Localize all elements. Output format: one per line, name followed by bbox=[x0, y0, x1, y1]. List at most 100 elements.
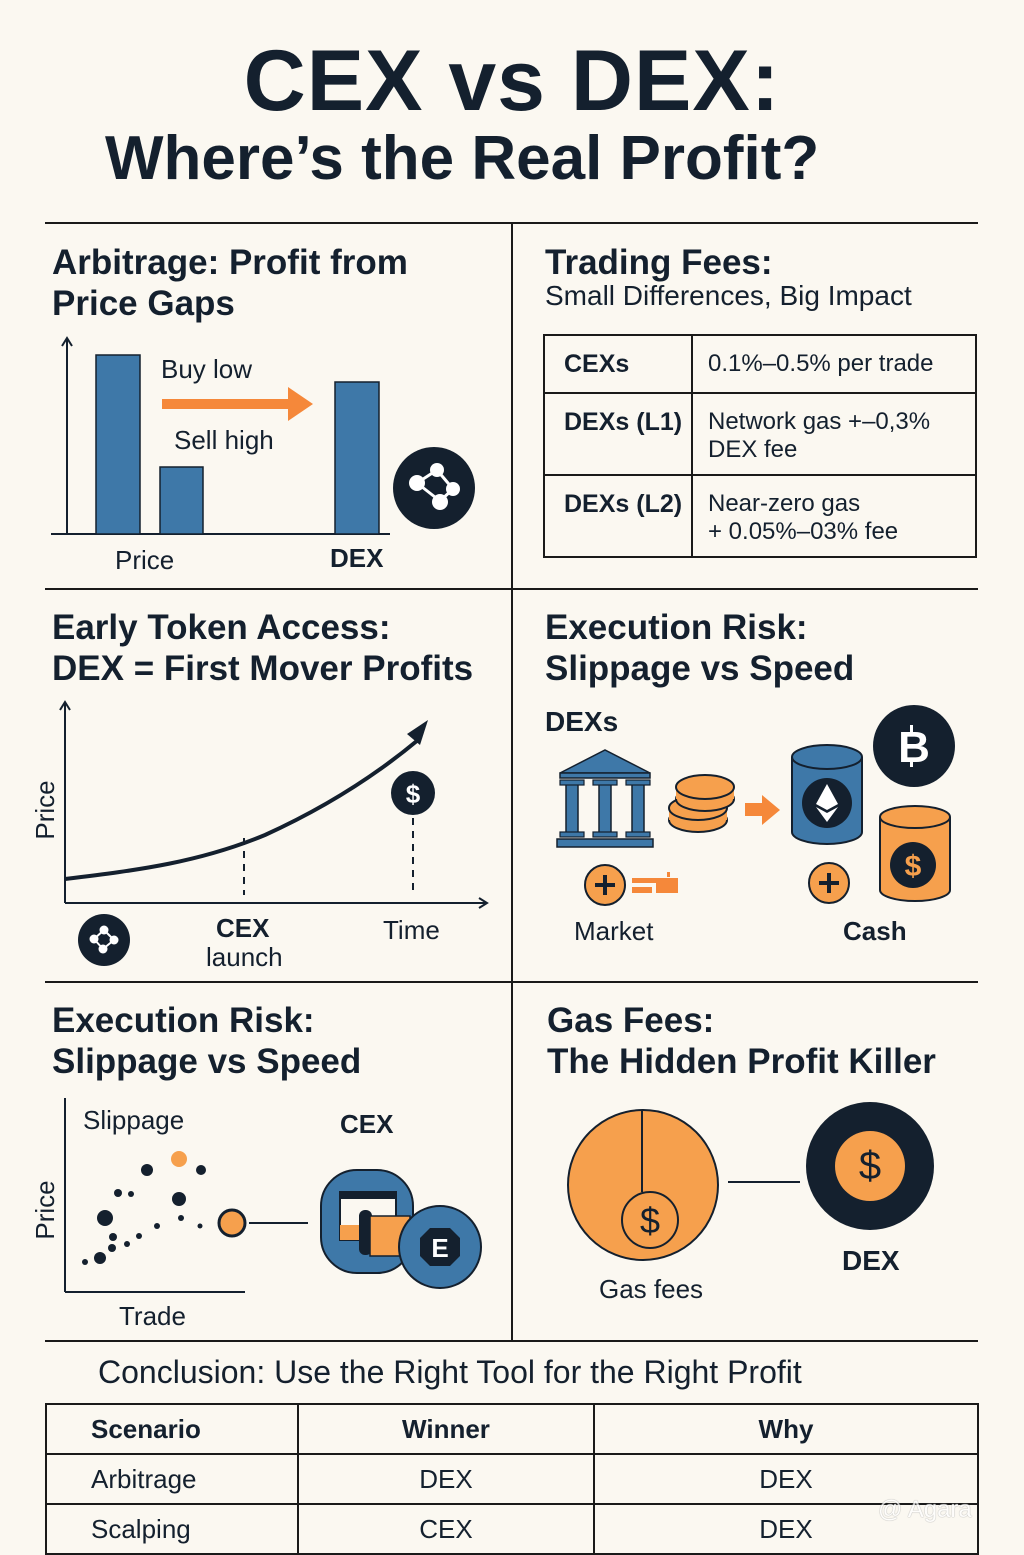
trade-label: Trade bbox=[119, 1301, 186, 1331]
arbitrage-diagram bbox=[51, 336, 475, 535]
bar-low bbox=[159, 466, 204, 535]
trading-fees-table: CEXs 0.1%–0.5% per trade DEXs (L1) Netwo… bbox=[543, 334, 977, 558]
early-access-title: Early Token Access: DEX = First Mover Pr… bbox=[52, 607, 473, 689]
arbitrage-x-label-price: Price bbox=[115, 545, 175, 575]
execution-risk-dex-illustration: B $ bbox=[556, 705, 955, 906]
scatter-point bbox=[108, 1244, 116, 1252]
fee-value-line1: Network gas +–0,3% bbox=[708, 408, 931, 435]
cash-label: Cash bbox=[843, 916, 907, 946]
fee-row: CEXs 0.1%–0.5% per trade bbox=[543, 334, 977, 394]
trading-fees-title: Trading Fees: bbox=[545, 243, 773, 282]
gas-fees-title-line1: Gas Fees: bbox=[547, 1001, 715, 1040]
fee-value-line1: 0.1%–0.5% per trade bbox=[708, 350, 934, 377]
y-axis-arrowhead bbox=[61, 336, 73, 347]
gas-fees-title: Gas Fees: The Hidden Profit Killer bbox=[547, 1000, 936, 1082]
svg-text:$: $ bbox=[406, 779, 421, 809]
early-access-y-label: Price bbox=[30, 780, 60, 839]
scatter-point bbox=[136, 1233, 142, 1239]
page-subtitle: Where’s the Real Profit? bbox=[105, 124, 820, 193]
y-axis-arrowhead bbox=[59, 700, 71, 711]
gas-fees-title-line2: The Hidden Profit Killer bbox=[547, 1042, 936, 1081]
fee-row: DEXs (L2) Near-zero gas + 0.05%–03% fee bbox=[543, 474, 977, 558]
fee-row: DEXs (L1) Network gas +–0,3% DEX fee bbox=[543, 392, 977, 476]
scatter-point bbox=[141, 1164, 153, 1176]
page-title: CEX vs DEX: bbox=[243, 33, 781, 129]
watermark: @ Agara bbox=[878, 1496, 972, 1523]
scatter-point bbox=[94, 1252, 106, 1264]
cex-label: CEX bbox=[340, 1109, 394, 1139]
trading-fees-subtitle: Small Differences, Big Impact bbox=[545, 280, 912, 311]
svg-text:E: E bbox=[431, 1233, 448, 1263]
scatter-point bbox=[109, 1233, 117, 1241]
fee-venue: DEXs (L2) bbox=[543, 474, 693, 558]
highlighted-trade-point bbox=[217, 1208, 247, 1238]
execution-risk-cex-title: Execution Risk: Slippage vs Speed bbox=[52, 1000, 361, 1082]
fee-value: Network gas +–0,3% DEX fee bbox=[691, 392, 977, 476]
scatter-point bbox=[82, 1259, 88, 1265]
ethereum-can-icon bbox=[791, 744, 863, 845]
gas-fees-label: Gas fees bbox=[599, 1274, 704, 1304]
header-scenario: Scenario bbox=[45, 1403, 299, 1455]
dollar-coin-icon: $ bbox=[806, 1102, 934, 1230]
scatter-point bbox=[171, 1151, 187, 1167]
scatter-points bbox=[82, 1151, 247, 1265]
arrow-right-icon bbox=[745, 795, 780, 825]
gas-dex-label: DEX bbox=[842, 1245, 900, 1276]
dollar-coin-icon: $ bbox=[391, 771, 435, 815]
execution-risk-cex-title-line1: Execution Risk: bbox=[52, 1001, 315, 1040]
bitcoin-icon: B bbox=[873, 705, 955, 787]
svg-text:$: $ bbox=[640, 1200, 660, 1241]
early-access-x-label: Time bbox=[383, 915, 440, 945]
divider-row3 bbox=[45, 1340, 978, 1342]
execution-risk-dex-title: Execution Risk: Slippage vs Speed bbox=[545, 607, 854, 689]
conclusion-title: Conclusion: Use the Right Tool for the R… bbox=[98, 1354, 802, 1390]
cex-launch-label-line1: CEX bbox=[216, 913, 270, 943]
arrow-right-icon bbox=[288, 387, 313, 421]
scatter-point bbox=[196, 1165, 206, 1175]
plus-icon bbox=[808, 862, 850, 904]
arbitrage-title-line2: Price Gaps bbox=[52, 284, 235, 323]
scatter-point bbox=[172, 1192, 186, 1206]
scatter-point bbox=[114, 1189, 122, 1197]
bar-cex-high bbox=[95, 354, 141, 535]
table-row: Arbitrage DEX DEX bbox=[45, 1453, 979, 1505]
early-access-chart: $ Price bbox=[30, 700, 489, 966]
bar-dex bbox=[334, 381, 380, 535]
coin-stack-icon bbox=[668, 774, 735, 833]
header-why: Why bbox=[593, 1403, 979, 1455]
exchange-app-icon bbox=[320, 1169, 414, 1274]
fee-value: 0.1%–0.5% per trade bbox=[691, 334, 977, 394]
scatter-point bbox=[124, 1241, 130, 1247]
execution-risk-cex-title-line2: Slippage vs Speed bbox=[52, 1042, 362, 1081]
fee-value-line2: DEX fee bbox=[708, 436, 798, 463]
cell-why: DEX bbox=[593, 1453, 979, 1505]
conclusion-header-row: Scenario Winner Why bbox=[45, 1403, 979, 1455]
slippage-y-label: Price bbox=[30, 1180, 60, 1239]
cell-scenario: Scalping bbox=[45, 1503, 299, 1555]
gas-fees-illustration: $ $ bbox=[567, 1102, 934, 1261]
cell-winner: CEX bbox=[297, 1503, 595, 1555]
execution-risk-dex-title-line1: Execution Risk: bbox=[545, 608, 808, 647]
market-label: Market bbox=[574, 916, 654, 946]
svg-text:$: $ bbox=[905, 850, 922, 883]
fee-venue: CEXs bbox=[543, 334, 693, 394]
cex-launch-label-line2: launch bbox=[206, 942, 283, 972]
ticket-icon bbox=[632, 872, 678, 893]
cell-scenario: Arbitrage bbox=[45, 1453, 299, 1505]
slippage-scatter: E Price bbox=[30, 1098, 482, 1293]
execution-risk-dex-title-line2: Slippage vs Speed bbox=[545, 649, 855, 688]
scatter-point bbox=[178, 1215, 184, 1221]
scatter-point bbox=[197, 1223, 203, 1229]
early-access-title-line1: Early Token Access: bbox=[52, 608, 391, 647]
early-access-title-line2: DEX = First Mover Profits bbox=[52, 649, 474, 688]
arbitrage-title-line1: Arbitrage: Profit from bbox=[52, 243, 408, 282]
conclusion-table: Scenario Winner Why Arbitrage DEX DEX Sc… bbox=[45, 1403, 979, 1555]
fee-value-line1: Near-zero gas bbox=[708, 490, 861, 517]
e-coin-icon: E bbox=[398, 1205, 482, 1289]
arbitrage-x-label-dex: DEX bbox=[330, 543, 384, 573]
arrow-shaft bbox=[162, 399, 290, 409]
x-axis-arrowhead bbox=[478, 897, 489, 909]
fee-value-line2: + 0.05%–03% fee bbox=[708, 518, 899, 545]
scatter-point bbox=[128, 1191, 134, 1197]
sell-high-label: Sell high bbox=[174, 425, 274, 455]
